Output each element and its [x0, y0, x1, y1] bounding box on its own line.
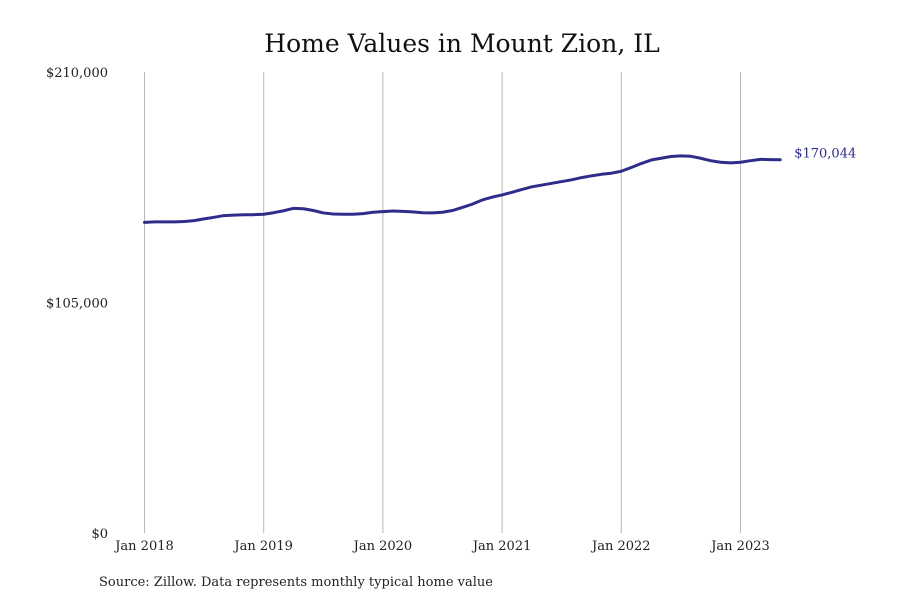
x-tick-label: Jan 2022 — [590, 539, 651, 554]
data-point — [441, 211, 443, 213]
y-axis: $0 $105,000 $210,000 — [46, 66, 108, 542]
data-point — [739, 161, 741, 163]
data-point — [551, 182, 553, 184]
data-point — [501, 194, 503, 196]
data-point — [491, 196, 493, 198]
data-point — [451, 209, 453, 211]
x-tick-label: Jan 2023 — [709, 539, 770, 554]
data-point — [521, 188, 523, 190]
data-point — [302, 208, 304, 210]
x-tick-label: Jan 2019 — [232, 539, 293, 554]
data-point — [660, 157, 662, 159]
data-point — [402, 210, 404, 212]
data-point — [223, 214, 225, 216]
data-point — [610, 172, 612, 174]
data-point — [352, 213, 354, 215]
data-point — [759, 158, 761, 160]
data-point — [580, 176, 582, 178]
x-tick-label: Jan 2020 — [352, 539, 413, 554]
data-point — [362, 212, 364, 214]
data-point — [511, 191, 513, 193]
y-tick-label: $210,000 — [46, 66, 108, 81]
data-point — [630, 166, 632, 168]
data-point — [143, 221, 145, 223]
data-point — [193, 219, 195, 221]
end-value-label: $170,044 — [794, 147, 856, 162]
series-layer: $170,044 — [143, 147, 856, 224]
data-point — [680, 155, 682, 157]
x-tick-label: Jan 2021 — [471, 539, 532, 554]
data-point — [342, 213, 344, 215]
data-point — [650, 159, 652, 161]
data-point — [471, 203, 473, 205]
data-point — [729, 162, 731, 164]
data-point — [282, 210, 284, 212]
data-point — [412, 211, 414, 213]
y-tick-label: $105,000 — [46, 297, 108, 312]
data-point — [481, 199, 483, 201]
data-point — [382, 210, 384, 212]
data-point — [620, 170, 622, 172]
data-point — [243, 213, 245, 215]
data-point — [561, 180, 563, 182]
y-tick-label: $0 — [91, 527, 108, 542]
data-point — [272, 212, 274, 214]
data-point — [461, 206, 463, 208]
data-point — [322, 212, 324, 214]
data-point — [173, 221, 175, 223]
data-point — [253, 213, 255, 215]
data-point — [670, 155, 672, 157]
data-point — [183, 220, 185, 222]
source-note: Source: Zillow. Data represents monthly … — [99, 575, 493, 590]
data-point — [600, 173, 602, 175]
data-point — [779, 159, 781, 161]
data-point — [153, 221, 155, 223]
x-tick-label: Jan 2018 — [113, 539, 174, 554]
data-point — [312, 209, 314, 211]
data-point — [541, 184, 543, 186]
data-point — [690, 155, 692, 157]
data-point — [233, 214, 235, 216]
data-point — [421, 212, 423, 214]
data-point — [590, 175, 592, 177]
data-point — [263, 213, 265, 215]
chart-title: Home Values in Mount Zion, IL — [264, 29, 659, 58]
data-point — [203, 218, 205, 220]
data-point — [332, 213, 334, 215]
data-point — [163, 221, 165, 223]
series-line — [143, 154, 782, 224]
data-point — [769, 158, 771, 160]
data-point — [292, 207, 294, 209]
data-point — [570, 179, 572, 181]
x-axis: Jan 2018 Jan 2019 Jan 2020 Jan 2021 Jan 2022… — [113, 539, 770, 554]
data-point — [719, 161, 721, 163]
data-point — [372, 211, 374, 213]
data-point — [749, 159, 751, 161]
data-point — [392, 210, 394, 212]
data-point — [213, 216, 215, 218]
data-point — [700, 157, 702, 159]
data-point — [531, 186, 533, 188]
data-point — [431, 212, 433, 214]
data-point — [710, 159, 712, 161]
data-point — [640, 162, 642, 164]
gridlines — [144, 72, 741, 533]
